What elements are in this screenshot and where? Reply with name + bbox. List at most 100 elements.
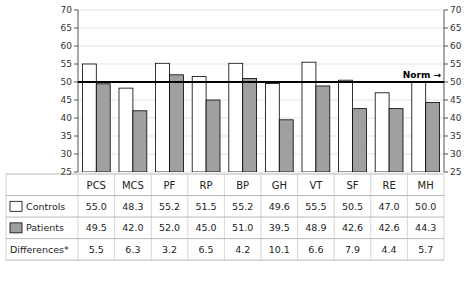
bar [119,88,133,172]
tick-label: VT [309,180,323,191]
table-rule [6,195,444,196]
tick-label: PF [164,180,176,191]
table-value: 42.6 [379,222,400,233]
tick-label: 45 [450,95,461,105]
tick-label: 60 [450,41,462,51]
tick-label: 60 [61,41,73,51]
tick-label: 50 [61,77,73,87]
y2-axis: 25303540455055606570 [444,5,462,177]
tick [74,64,78,65]
table-value: 6.6 [308,244,323,255]
table-separator [407,174,408,260]
tick [444,10,448,11]
table-value: 10.1 [269,244,290,255]
tick [444,46,448,47]
tick-label: 55 [61,59,72,69]
table-separator [370,174,371,260]
row-label: Controls [26,201,65,212]
tick-label: 55 [450,59,461,69]
table-value: 44.3 [415,222,436,233]
tick-label: 30 [61,149,73,159]
axis-line [78,10,79,172]
tick [74,154,78,155]
row-label: Differences* [10,244,69,255]
tick [74,136,78,137]
table: PCSMCSPFRPBPGHVTSFREMHControls55.048.355… [6,174,444,260]
bars [82,62,439,172]
bar [375,93,389,172]
tick-label: BP [236,180,249,191]
table-separator [224,174,225,260]
table-value: 48.9 [305,222,326,233]
tick [74,10,78,11]
legend-swatch [10,223,22,233]
tick [74,100,78,101]
table-rule [6,174,444,175]
bar [279,120,293,172]
table-value: 47.0 [379,201,400,212]
table-value: 51.5 [196,201,217,212]
table-value: 49.6 [269,201,290,212]
bar [265,83,279,172]
tick-label: 65 [450,23,461,33]
bar [302,62,316,172]
tick [74,28,78,29]
table-value: 6.3 [125,244,140,255]
table-separator [297,174,298,260]
tick-label: 65 [61,23,72,33]
bar [156,63,170,172]
tick-label: 50 [450,77,462,87]
bar [133,111,147,172]
tick-label: GH [272,180,287,191]
tick-label: MH [418,180,434,191]
tick-label: RE [382,180,395,191]
table-value: 50.0 [415,201,436,212]
tick-label: 35 [450,131,461,141]
tick [444,154,448,155]
bar [82,64,96,172]
tick-label: 40 [450,113,462,123]
bar [243,78,257,172]
table-value: 4.4 [382,244,397,255]
bar [339,80,353,172]
table-value: 6.5 [199,244,214,255]
tick [444,64,448,65]
tick-label: MCS [122,180,144,191]
table-value: 5.5 [89,244,104,255]
table-value: 55.5 [305,201,326,212]
table-separator [151,174,152,260]
row-label: Patients [26,222,64,233]
table-value: 55.2 [232,201,253,212]
tick-label: 35 [61,131,72,141]
table-separator [6,174,7,260]
tick [444,100,448,101]
tick [74,172,78,173]
table-value: 7.9 [345,244,360,255]
tick [74,82,78,83]
table-value: 52.0 [159,222,180,233]
table-separator [114,174,115,260]
tick-label: 45 [61,95,72,105]
tick-label: 25 [450,167,461,177]
tick-label: SF [346,180,358,191]
bar [192,77,206,172]
tick-label: 30 [450,149,462,159]
bar [353,109,367,172]
grid-line [78,82,444,83]
table-value: 49.5 [86,222,107,233]
axis-line [444,10,445,172]
table-value: 5.7 [418,244,433,255]
grid-line [78,10,444,11]
table-value: 42.0 [122,222,143,233]
table-value: 4.2 [235,244,250,255]
bar [206,100,220,172]
grid-line [78,64,444,65]
table-rule [6,260,444,261]
table-separator [261,174,262,260]
bar [426,103,440,172]
table-value: 51.0 [232,222,253,233]
grid-line [78,46,444,47]
bar [170,75,184,172]
table-value: 39.5 [269,222,290,233]
table-separator [444,174,445,260]
